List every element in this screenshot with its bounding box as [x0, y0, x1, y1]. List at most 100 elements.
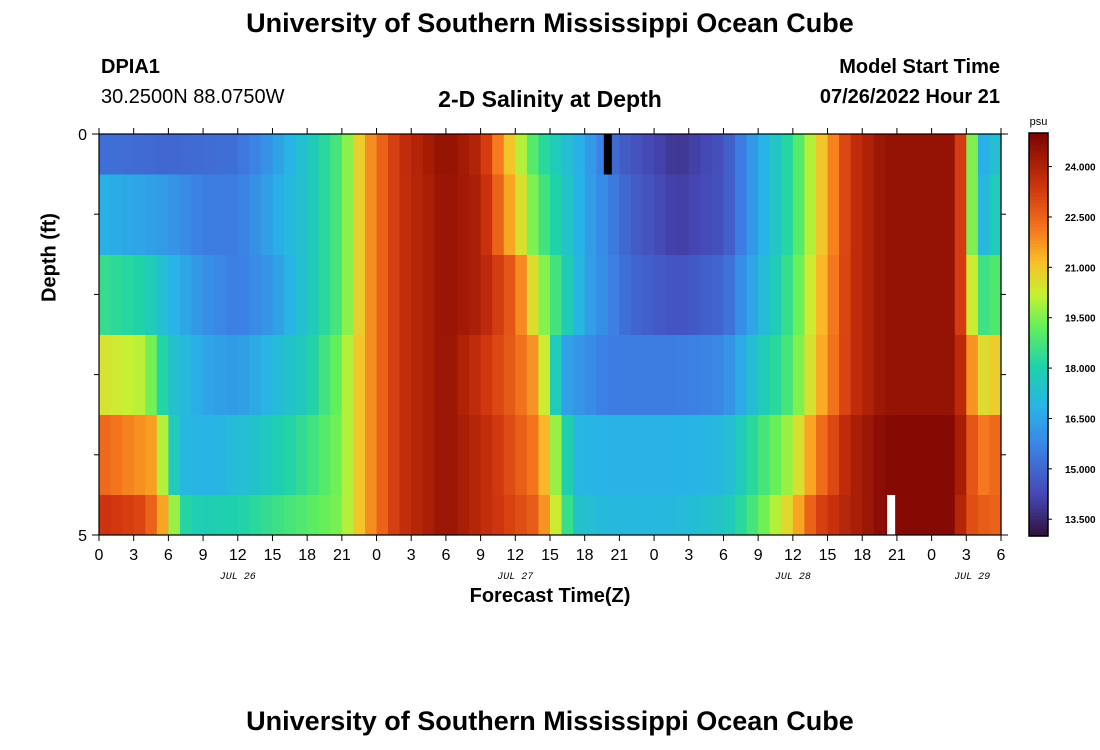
heatmap-cell — [411, 255, 424, 336]
colorbar-segment — [1029, 398, 1048, 403]
x-axis-label: Forecast Time(Z) — [469, 585, 631, 607]
heatmap-cell — [249, 415, 262, 496]
heatmap-cell — [388, 335, 401, 416]
heatmap-cell — [376, 495, 389, 536]
heatmap-cell — [179, 134, 193, 175]
heatmap-cell — [145, 174, 158, 256]
colorbar-segment — [1029, 139, 1048, 144]
heatmap-cell — [723, 495, 736, 536]
colorbar-segment — [1029, 133, 1048, 137]
y-tick-label: 5 — [78, 528, 87, 545]
heatmap-cell — [792, 335, 806, 416]
model-start-label: Model Start Time — [839, 56, 1000, 78]
colorbar-segment — [1029, 324, 1048, 329]
heatmap-cell — [353, 255, 366, 336]
heatmap-cell — [295, 335, 308, 416]
colorbar-segment — [1029, 515, 1048, 520]
heatmap-cell — [330, 255, 343, 336]
x-tick-label: 3 — [129, 547, 138, 564]
heatmap-cell — [318, 335, 331, 416]
colorbar-segment — [1029, 220, 1048, 225]
heatmap-cell — [272, 335, 285, 416]
heatmap-cell — [804, 335, 817, 416]
heatmap-cell — [249, 255, 262, 336]
heatmap-cell — [896, 255, 910, 336]
heatmap-cell — [364, 335, 378, 416]
heatmap-cell — [307, 255, 320, 336]
heatmap-cell — [307, 335, 320, 416]
heatmap-cell — [457, 174, 470, 256]
heatmap-cell — [480, 255, 493, 336]
heatmap-cell — [156, 335, 169, 416]
heatmap-cell — [815, 174, 829, 256]
colorbar-segment — [1029, 458, 1048, 463]
heatmap-cell — [596, 335, 609, 416]
x-tick-label: 15 — [541, 547, 559, 564]
heatmap-cell — [341, 255, 355, 336]
heatmap-cell — [249, 134, 262, 175]
heatmap-cell — [353, 415, 366, 496]
x-tick-label: 6 — [441, 547, 450, 564]
colorbar-segment — [1029, 284, 1048, 289]
heatmap-cell — [735, 495, 748, 536]
colorbar-segment — [1029, 445, 1048, 450]
colorbar-segment — [1029, 250, 1048, 255]
heatmap-cell — [989, 174, 1002, 256]
heatmap-cell — [422, 495, 435, 536]
x-tick-label: 21 — [333, 547, 351, 564]
heatmap-cell — [827, 174, 840, 256]
heatmap-cell — [804, 134, 817, 175]
plot-title: 2-D Salinity at Depth — [438, 86, 662, 112]
heatmap-cell — [318, 174, 331, 256]
heatmap-cell — [700, 335, 713, 416]
heatmap-cell — [214, 495, 227, 536]
colorbar-segment — [1029, 166, 1048, 171]
heatmap-cell — [341, 174, 355, 256]
heatmap-cell — [839, 415, 852, 496]
heatmap-cell — [503, 255, 516, 336]
colorbar-segment — [1029, 193, 1048, 198]
heatmap-cell — [815, 415, 829, 496]
heatmap-cell — [492, 495, 505, 536]
heatmap-cell — [364, 174, 378, 256]
heatmap-cell — [792, 415, 806, 496]
heatmap-cell — [249, 495, 262, 536]
colorbar-segment — [1029, 384, 1048, 389]
heatmap-cell — [411, 174, 424, 256]
heatmap-cell — [526, 174, 540, 256]
heatmap-cell — [526, 495, 540, 536]
heatmap-cell — [700, 255, 713, 336]
heatmap-cell — [457, 335, 470, 416]
heatmap-cell — [815, 335, 829, 416]
heatmap-cell — [550, 415, 563, 496]
heatmap-cell — [434, 255, 447, 336]
heatmap-cell — [943, 415, 956, 496]
heatmap-cell — [503, 174, 516, 256]
heatmap-cell — [99, 495, 112, 536]
heatmap-cell — [515, 255, 528, 336]
colorbar-segment — [1029, 371, 1048, 376]
heatmap-cell — [260, 495, 274, 536]
heatmap-cell — [503, 335, 516, 416]
heatmap-cell — [850, 255, 863, 336]
heatmap-cell — [422, 335, 435, 416]
colorbar-segment — [1029, 247, 1048, 252]
heatmap-cell — [203, 335, 216, 416]
heatmap-cell — [388, 174, 401, 256]
heatmap-cell — [330, 495, 343, 536]
heatmap-cell — [191, 255, 204, 336]
colorbar-segment — [1029, 401, 1048, 406]
heatmap-cell — [781, 134, 794, 175]
colorbar-segment — [1029, 495, 1048, 500]
colorbar-segment — [1029, 492, 1048, 497]
heatmap-cell — [307, 495, 320, 536]
colorbar-segment — [1029, 176, 1048, 181]
heatmap-cell — [688, 495, 701, 536]
colorbar-segment — [1029, 438, 1048, 443]
x-tick-label: 0 — [372, 547, 381, 564]
colorbar-segment — [1029, 260, 1048, 265]
heatmap-cell — [122, 134, 135, 175]
heatmap-cell — [330, 335, 343, 416]
heatmap-cell — [873, 174, 886, 256]
colorbar-segment — [1029, 240, 1048, 245]
